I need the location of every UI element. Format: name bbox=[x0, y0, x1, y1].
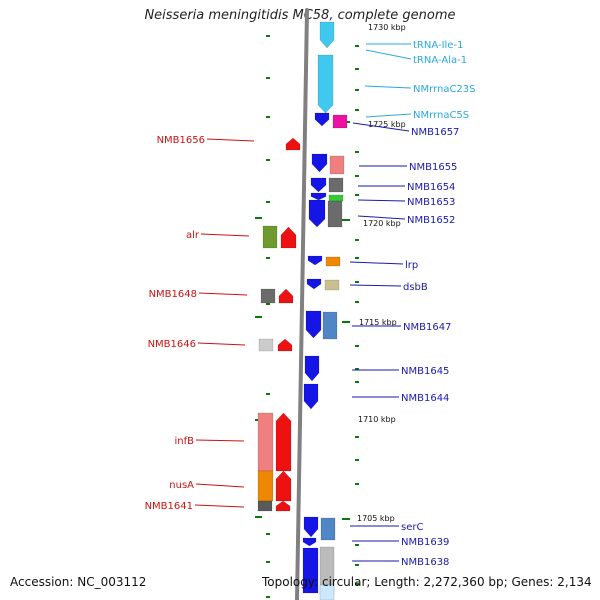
gene-arrow bbox=[308, 199, 326, 228]
gene-arrow bbox=[310, 192, 327, 201]
leader-line bbox=[195, 483, 245, 488]
kbp-label: 1710 kbp bbox=[358, 415, 396, 424]
gene-label-NMrrnaC23S: NMrrnaC23S bbox=[413, 84, 476, 95]
gene-arrow bbox=[275, 412, 292, 472]
gene-label-NMB1644: NMB1644 bbox=[401, 393, 449, 404]
accession-text: Accession: NC_003112 bbox=[10, 575, 147, 589]
rna-gene-arrow bbox=[317, 54, 334, 114]
gene-arrow bbox=[277, 338, 293, 352]
genome-title: Neisseria meningitidis MC58, complete ge… bbox=[144, 8, 456, 23]
gene-arrow bbox=[311, 153, 328, 173]
gene-label-NMB1652: NMB1652 bbox=[407, 215, 455, 226]
leader-line bbox=[364, 85, 412, 89]
gene-label-serC: serC bbox=[401, 522, 423, 533]
leader-line bbox=[357, 215, 406, 220]
gene-box bbox=[262, 225, 278, 249]
gene-arrow bbox=[280, 226, 297, 249]
leader-line bbox=[200, 233, 250, 237]
gene-box bbox=[325, 256, 341, 267]
gene-label-NMB1645: NMB1645 bbox=[401, 366, 449, 377]
leader-line bbox=[194, 504, 245, 508]
gene-label-NMB1655: NMB1655 bbox=[409, 162, 457, 173]
gene-label-NMrrnaC5S: NMrrnaC5S bbox=[413, 110, 469, 121]
gene-arrow bbox=[306, 278, 322, 290]
gene-box bbox=[319, 584, 335, 600]
gene-box bbox=[302, 547, 319, 594]
gene-label-NMB1657: NMB1657 bbox=[411, 127, 459, 138]
gene-label-NMB1648: NMB1648 bbox=[149, 289, 197, 300]
gene-label-lrp: lrp bbox=[405, 260, 418, 271]
leader-line bbox=[198, 292, 248, 296]
gene-label-infB: infB bbox=[175, 436, 195, 447]
gene-box bbox=[328, 177, 344, 193]
gene-box bbox=[257, 412, 274, 472]
gene-box bbox=[327, 200, 343, 228]
leader-line bbox=[206, 138, 255, 142]
kbp-label: 1720 kbp bbox=[363, 219, 401, 228]
gene-arrow bbox=[304, 355, 320, 382]
gene-label-NMB1654: NMB1654 bbox=[407, 182, 455, 193]
gene-label-NMB1647: NMB1647 bbox=[403, 322, 451, 333]
leader-line bbox=[365, 113, 412, 118]
gene-arrow bbox=[305, 310, 322, 339]
gene-box bbox=[324, 279, 340, 291]
gene-label-NMB1656: NMB1656 bbox=[157, 135, 205, 146]
gene-label-NMB1646: NMB1646 bbox=[148, 339, 196, 350]
topology-text: Topology: circular; Length: 2,272,360 bp… bbox=[262, 575, 592, 589]
gene-box bbox=[322, 311, 338, 340]
gene-box bbox=[257, 470, 274, 502]
gene-box bbox=[257, 500, 273, 512]
kbp-label: 1725 kbp bbox=[368, 120, 406, 129]
gene-box bbox=[329, 155, 345, 175]
gene-arrow bbox=[302, 537, 317, 547]
gene-label-NMB1653: NMB1653 bbox=[407, 197, 455, 208]
gene-box bbox=[320, 517, 336, 541]
genome-backbone bbox=[295, 8, 309, 600]
rna-feature-box bbox=[332, 114, 348, 129]
gene-label-tRNA-Ile-1: tRNA-Ile-1 bbox=[413, 40, 463, 51]
leader-line bbox=[349, 261, 404, 265]
gene-label-NMB1641: NMB1641 bbox=[145, 501, 193, 512]
kbp-label: 1705 kbp bbox=[357, 514, 395, 523]
gene-arrow bbox=[303, 516, 319, 538]
gene-box bbox=[258, 338, 274, 352]
gene-arrow bbox=[278, 288, 294, 304]
gene-arrow bbox=[275, 500, 291, 512]
leader-line bbox=[197, 342, 246, 346]
leader-line bbox=[357, 199, 406, 202]
gene-arrow bbox=[314, 112, 330, 127]
kbp-label: 1715 kbp bbox=[359, 318, 397, 327]
gene-arrow bbox=[310, 177, 327, 193]
gene-label-dsbB: dsbB bbox=[403, 282, 428, 293]
gene-box bbox=[260, 288, 276, 304]
gene-label-alr: alr bbox=[186, 230, 200, 241]
kbp-label: 1730 kbp bbox=[368, 23, 406, 32]
gene-arrow bbox=[307, 255, 323, 266]
gene-label-nusA: nusA bbox=[169, 480, 194, 491]
gene-arrow bbox=[275, 470, 292, 502]
rna-gene-arrow bbox=[319, 21, 335, 49]
gene-arrow bbox=[285, 137, 301, 151]
gene-label-NMB1639: NMB1639 bbox=[401, 537, 449, 548]
gene-label-tRNA-Ala-1: tRNA-Ala-1 bbox=[413, 55, 467, 66]
leader-line bbox=[349, 284, 402, 287]
gene-label-NMB1638: NMB1638 bbox=[401, 557, 449, 568]
leader-line bbox=[195, 439, 245, 442]
leader-line bbox=[352, 122, 410, 132]
gene-box bbox=[328, 194, 344, 202]
leader-line bbox=[365, 49, 412, 60]
gene-arrow bbox=[303, 383, 319, 410]
